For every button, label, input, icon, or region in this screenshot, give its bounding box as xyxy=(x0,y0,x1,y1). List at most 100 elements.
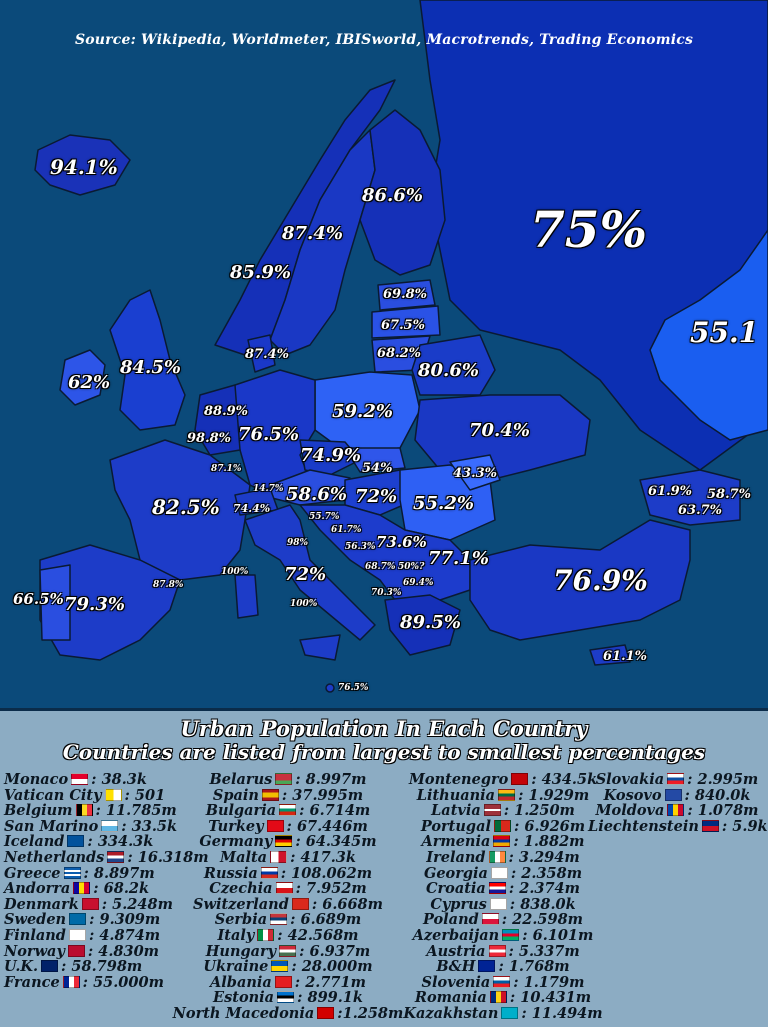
russia-flag-icon xyxy=(260,866,278,879)
country-urban-population: : 2.771m xyxy=(294,973,366,991)
country-name: Turkey xyxy=(208,817,264,835)
country-urban-population: : 22.598m xyxy=(501,911,584,929)
hungary-shape xyxy=(344,469,416,516)
slovakia-flag-icon xyxy=(667,773,685,785)
country-name: Vatican City xyxy=(4,786,102,804)
ukraine-shape xyxy=(414,394,591,481)
country-name: North Macedonia xyxy=(172,1004,315,1022)
moldova-shape xyxy=(449,454,501,491)
country-urban-population: : 58.798m xyxy=(61,958,143,976)
sardinia-shape xyxy=(234,574,259,619)
label-ireland: 62% xyxy=(68,372,111,393)
label-armenia: 63.7% xyxy=(678,503,723,518)
country-entry: Serbia: 6.689m xyxy=(172,912,404,928)
belarus-flag-icon xyxy=(275,773,293,785)
country-entry: Armenia: 1.882m xyxy=(403,834,603,850)
country-entry: Montenegro: 434.5k xyxy=(403,772,603,788)
country-entry: Vatican City: 501 xyxy=(4,786,209,804)
country-name: Italy xyxy=(217,926,255,944)
country-urban-population: : 42.568m xyxy=(277,926,359,944)
label-switzerland: 74.4% xyxy=(233,502,271,515)
moldova-flag-icon xyxy=(667,804,685,817)
country-urban-population: : 1.929m xyxy=(518,786,590,804)
country-entry: Italy : 42.568m xyxy=(172,928,404,944)
label-serbia: 73.6% xyxy=(376,533,427,551)
country-name: Slovakia xyxy=(595,771,665,788)
country-urban-population: : 1.250m xyxy=(503,802,575,820)
label-belgium: 98.8% xyxy=(187,431,232,446)
country-entry: Kosovo : 840.0k xyxy=(588,786,766,804)
iceland-shape xyxy=(34,134,131,196)
georgia-flag-icon xyxy=(490,866,508,879)
country-urban-population: : 6.714m xyxy=(299,802,371,820)
country-urban-population: : 5.248m xyxy=(101,895,173,913)
cyprus-shape xyxy=(589,644,631,666)
country-entry: Russia : 108.062m xyxy=(172,864,404,882)
switzerland-flag-icon xyxy=(291,897,309,910)
country-name: Liechtenstein xyxy=(588,817,699,835)
label-france: 82.5% xyxy=(152,495,220,519)
austria-flag-icon xyxy=(488,944,506,957)
country-name: Portugal xyxy=(420,817,491,835)
label-azerbaijan: 58.7% xyxy=(707,487,752,502)
country-urban-population: : 838.0k xyxy=(509,895,576,913)
country-urban-population: : 840.0k xyxy=(684,786,751,804)
portugal-flag-icon xyxy=(493,819,511,832)
label-estonia: 69.8% xyxy=(383,287,428,302)
country-entry: Ireland: 3.294m xyxy=(403,850,603,866)
country-urban-population: : 4.874m xyxy=(88,926,161,944)
country-urban-population: : 1.768m xyxy=(498,958,570,976)
country-entry: Andorra: 68.2k xyxy=(4,881,209,897)
country-entry: Czechia: 7.952m xyxy=(172,881,404,897)
estonia-flag-icon xyxy=(277,991,295,1004)
country-urban-population: : 68.2k xyxy=(93,880,150,898)
country-urban-population: : 6.668m xyxy=(311,895,383,913)
france-flag-icon xyxy=(62,975,80,988)
country-urban-population: : 6.926m xyxy=(513,817,586,835)
country-entry: San Marino: 33.5k xyxy=(4,818,209,835)
turkey-flag-icon xyxy=(266,819,284,832)
country-entry: Switzerland: 6.668m xyxy=(172,895,404,913)
hungary-flag-icon xyxy=(279,944,297,957)
label-netherlands: 88.9% xyxy=(204,404,249,419)
country-name: Georgia xyxy=(423,864,488,882)
country-entry: Greece: 8.897m xyxy=(4,865,209,882)
slovakia-shape xyxy=(344,447,406,473)
label-hungary: 72% xyxy=(355,486,398,507)
country-urban-population: : 1.078m xyxy=(687,802,759,820)
germany-flag-icon xyxy=(275,835,293,848)
country-name: Kosovo xyxy=(603,786,662,804)
country-urban-population: : 8.997m xyxy=(295,771,367,788)
country-entry: Belarus: 8.997m xyxy=(172,772,404,788)
country-name: Russia xyxy=(203,864,258,882)
label-iceland: 94.1% xyxy=(50,155,118,179)
azerbaijan-flag-icon xyxy=(502,928,520,941)
country-urban-population: : 108.062m xyxy=(280,864,373,882)
country-name: Armenia xyxy=(421,833,491,851)
country-urban-population: : 417.3k xyxy=(290,848,356,866)
romania-flag-icon xyxy=(489,991,507,1004)
country-urban-population: : 38.3k xyxy=(91,771,147,788)
label-portugal: 66.5% xyxy=(13,590,64,608)
northmacedonia-flag-icon xyxy=(317,1006,335,1019)
label-norway: 85.9% xyxy=(230,262,291,283)
label-germany: 76.5% xyxy=(238,424,299,445)
label-bulgaria: 77.1% xyxy=(428,548,489,569)
greece-shape xyxy=(384,594,461,656)
norway-flag-icon xyxy=(67,944,85,957)
liechtenstein-flag-icon xyxy=(701,819,719,832)
label-san-marino: 98% xyxy=(287,538,309,548)
country-name: B&H xyxy=(436,958,476,976)
country-entry: Belgium: 11.785m xyxy=(4,803,209,819)
label-liechtenstein: 14.7% xyxy=(253,484,284,494)
country-entry: Monaco: 38.3k xyxy=(4,772,209,788)
country-entry: Romania: 10.431m xyxy=(403,990,603,1006)
country-name: Bulgaria xyxy=(205,802,277,820)
czechia-flag-icon xyxy=(275,882,293,895)
country-column-4: Slovakia: 2.995m Kosovo: 840.0k Moldova: 1… xyxy=(588,771,768,835)
france-shape xyxy=(109,439,251,581)
label-turkey: 76.9% xyxy=(553,564,648,597)
country-urban-population: : 6.937m xyxy=(299,942,371,960)
italy-shape xyxy=(244,504,376,641)
country-urban-population: : 3.294m xyxy=(508,848,580,866)
